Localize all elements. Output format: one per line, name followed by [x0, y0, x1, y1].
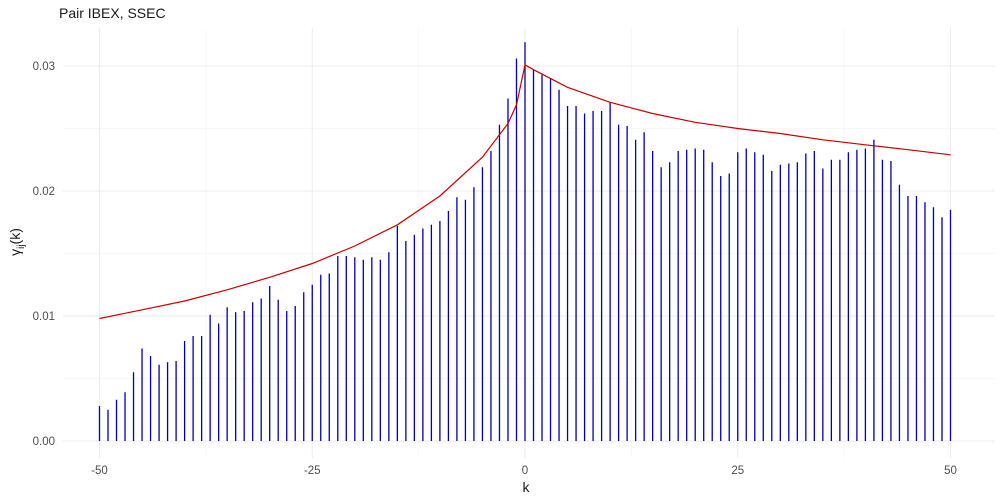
y-axis-label: γij(k): [7, 228, 27, 256]
x-tick-label: 25: [731, 465, 744, 477]
x-axis-label: k: [523, 479, 531, 495]
chart-title: Pair IBEX, SSEC: [59, 5, 166, 21]
x-tick-label: -50: [91, 465, 108, 477]
y-tick-label: 0.03: [33, 61, 55, 73]
y-tick-label: 0.01: [33, 311, 55, 323]
fitted-curve: [99, 63, 951, 320]
x-axis-ticks: -50 -25 0 25 50: [91, 465, 957, 477]
y-axis-ticks: 0.00 0.01 0.02 0.03: [33, 61, 55, 448]
y-tick-label: 0.02: [33, 186, 55, 198]
x-tick-label: -25: [304, 465, 321, 477]
y-tick-label: 0.00: [33, 436, 55, 448]
grid: [63, 28, 995, 458]
x-tick-label: 50: [944, 465, 957, 477]
x-tick-label: 0: [522, 465, 528, 477]
bar-series: [98, 42, 952, 441]
